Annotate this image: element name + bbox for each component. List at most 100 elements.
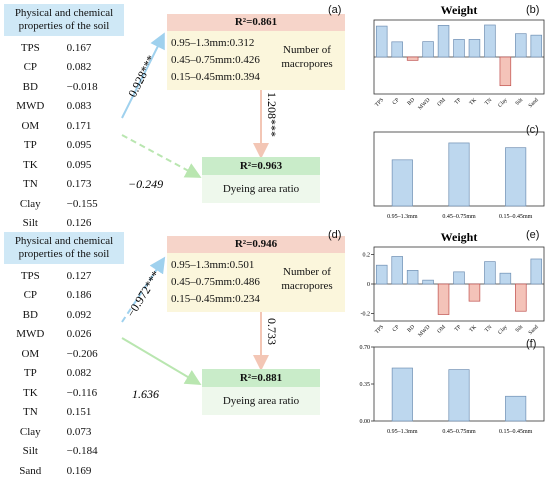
property-name: BD xyxy=(22,308,38,321)
property-weight: −0.206 xyxy=(66,347,98,360)
x-tick-label: TK xyxy=(468,97,477,106)
macropore-line: 0.45–0.75mm:0.426 xyxy=(171,54,260,66)
property-weight: −0.018 xyxy=(66,80,98,93)
x-tick-label: Clay xyxy=(497,97,509,109)
arrow-soil-to-macropores xyxy=(121,256,166,323)
table-row: TN 0.173 xyxy=(4,175,124,195)
bar-cp xyxy=(391,256,403,285)
macropores-r2: R²=0.861 xyxy=(167,14,345,31)
x-tick-label: BD xyxy=(406,324,416,334)
property-name: Clay xyxy=(19,425,41,438)
macropore-line: 0.15–0.45mm:0.234 xyxy=(171,293,260,305)
macropore-line: 0.95–1.3mm:0.312 xyxy=(171,37,255,49)
property-weight: −0.184 xyxy=(66,445,98,458)
property-weight: 0.092 xyxy=(66,308,92,321)
x-tick-label: Sand xyxy=(528,324,540,336)
property-weight: 0.186 xyxy=(66,289,92,302)
property-name: OM xyxy=(21,347,40,360)
table-row: TN 0.151 xyxy=(4,403,124,423)
x-tick-label: TK xyxy=(468,324,477,333)
macropores-box: R²=0.861 0.95–1.3mm:0.312 0.45–0.75mm:0.… xyxy=(167,14,345,90)
dye-box: R²=0.881 Dyeing area ratio xyxy=(202,369,320,415)
x-tick-label: 0.15–0.45mm xyxy=(499,429,533,435)
property-weight: 0.171 xyxy=(66,119,92,132)
property-name: MWD xyxy=(16,100,45,113)
property-weight: 0.082 xyxy=(66,61,92,74)
weight-chart-top: Weight TPS CP BD MWD OM TP TK TN Clay Silt Sand xyxy=(373,3,545,111)
table-row: BD 0.092 xyxy=(4,305,124,325)
property-name: MWD xyxy=(16,328,45,341)
bar-tp xyxy=(453,39,465,58)
property-weight: 0.126 xyxy=(66,217,92,230)
x-tick-label: TP xyxy=(454,324,463,333)
coef-macro-dye: 1.208*** xyxy=(265,92,279,137)
y-tick-label: 0.2 xyxy=(363,252,371,258)
table-row: TP 0.095 xyxy=(4,136,124,156)
x-tick-label: Silt xyxy=(515,324,525,334)
table-row: TPS 0.127 xyxy=(4,266,124,286)
table-row: Clay −0.155 xyxy=(4,194,124,214)
bar-om xyxy=(437,283,450,315)
macropores-r2: R²=0.946 xyxy=(167,236,345,253)
macropores-box: R²=0.946 0.95–1.3mm:0.501 0.45–0.75mm:0.… xyxy=(167,236,345,312)
table-row: MWD 0.083 xyxy=(4,97,124,117)
bar-tk xyxy=(468,39,481,58)
property-weight: 0.082 xyxy=(66,367,92,380)
panel-label-b: (b) xyxy=(526,4,540,16)
panel-label-a: (a) xyxy=(328,4,342,16)
property-weight: 0.169 xyxy=(66,464,92,477)
property-weight: 0.095 xyxy=(66,158,92,171)
panel-label-e: (e) xyxy=(526,229,540,241)
dye-label: Dyeing area ratio xyxy=(202,387,320,415)
bar-bd xyxy=(406,270,419,285)
x-tick-label: TPS xyxy=(374,324,385,335)
table-row: CP 0.082 xyxy=(4,58,124,78)
x-tick-label: 0.95–1.3mm xyxy=(387,214,418,220)
property-name: TP xyxy=(23,367,37,380)
y-tick-label: 0 xyxy=(367,282,370,288)
table-row: OM −0.206 xyxy=(4,344,124,364)
bar-om xyxy=(437,25,450,58)
coef-soil-macro: −0.972*** xyxy=(124,268,163,319)
dye-box: R²=0.963 Dyeing area ratio xyxy=(202,157,320,203)
table-row: Clay 0.073 xyxy=(4,422,124,442)
macropore-line: 0.95–1.3mm:0.501 xyxy=(171,259,255,271)
chart-title: Weight xyxy=(441,230,478,244)
table-row: TPS 0.167 xyxy=(4,38,124,58)
property-name: OM xyxy=(21,119,40,132)
macropore-line: 0.15–0.45mm:0.394 xyxy=(171,71,260,83)
bar-mwd xyxy=(422,279,434,285)
panel-label-d: (d) xyxy=(328,229,342,241)
bar-cp xyxy=(391,41,403,58)
property-name: TPS xyxy=(20,269,40,282)
table-header: Physical and chemical properties of the … xyxy=(4,232,124,264)
bar-tps xyxy=(375,25,388,58)
y-tick-label: 0.35 xyxy=(360,382,371,388)
coef-soil-dye: −0.249 xyxy=(128,177,163,191)
arrow-soil-to-dye xyxy=(121,134,202,178)
bar-tps xyxy=(375,264,388,285)
bar-sand xyxy=(530,34,543,58)
x-tick-label: MWD xyxy=(417,97,431,111)
table-header: Physical and chemical properties of the … xyxy=(4,4,124,36)
property-weight: −0.116 xyxy=(66,386,98,399)
y-tick-label: 0.00 xyxy=(360,419,371,425)
dye-r2: R²=0.881 xyxy=(202,369,320,387)
x-tick-label: MWD xyxy=(417,324,431,338)
x-tick-label: 0.95–1.3mm xyxy=(387,429,418,435)
coef-soil-macro: 0.928*** xyxy=(125,53,158,99)
dye-label: Dyeing area ratio xyxy=(202,175,320,203)
dye-r2: R²=0.963 xyxy=(202,157,320,175)
property-name: CP xyxy=(23,289,38,302)
property-name: Silt xyxy=(22,217,38,230)
macropore-chart-bottom: 0.70 0.35 0.00 0.95–1.3mm 0.45–0.75mm 0.15–0.… xyxy=(360,345,545,435)
coef-soil-dye: 1.636 xyxy=(132,387,159,401)
x-tick-label: TP xyxy=(454,97,463,106)
table-row: Silt 0.126 xyxy=(4,214,124,234)
panel-label-c: (c) xyxy=(526,124,539,136)
bar-0-45-0-75mm xyxy=(448,142,470,207)
table-row: TK −0.116 xyxy=(4,383,124,403)
bar-0-15-0-45mm xyxy=(505,147,527,207)
chart-title: Weight xyxy=(441,3,478,17)
x-tick-label: OM xyxy=(436,97,447,108)
